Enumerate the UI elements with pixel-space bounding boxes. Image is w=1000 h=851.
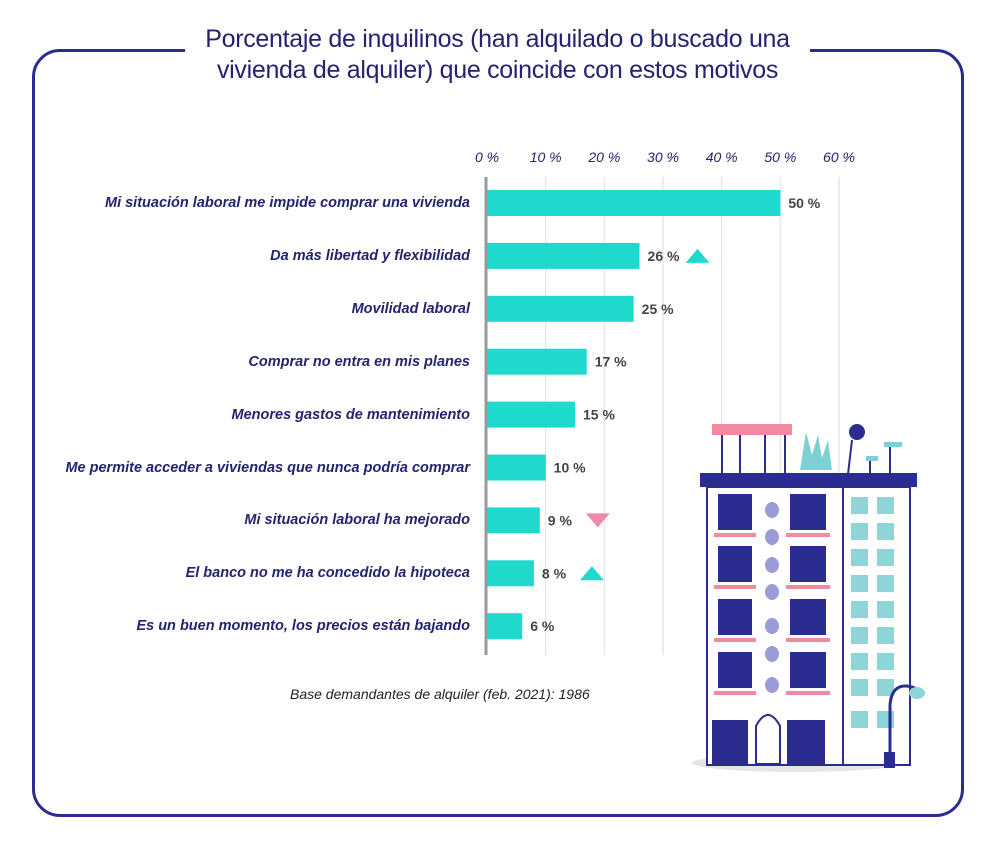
bar	[487, 507, 540, 534]
x-tick-label: 50 %	[764, 149, 796, 165]
value-label: 25 %	[642, 301, 674, 317]
category-label: Da más libertad y flexibilidad	[270, 247, 470, 264]
bar	[487, 190, 781, 216]
category-label: Me permite acceder a viviendas que nunca…	[65, 459, 470, 476]
category-label: El banco no me ha concedido la hipoteca	[185, 565, 470, 582]
value-label: 10 %	[554, 460, 586, 476]
category-label: Comprar no entra en mis planes	[248, 353, 470, 370]
trend-up-icon	[685, 248, 710, 263]
x-axis-ticks: 0 % 10 % 20 % 30 % 40 % 50 % 60 %	[475, 149, 855, 165]
category-label: Es un buen momento, los precios están ba…	[136, 618, 470, 635]
x-tick-label: 10 %	[530, 149, 562, 165]
building-illustration	[692, 424, 925, 772]
x-tick-label: 0 %	[475, 149, 499, 165]
category-label: Movilidad laboral	[351, 300, 470, 317]
category-label: Menores gastos de mantenimiento	[231, 406, 471, 423]
chart-title: Porcentaje de inquilinos (han alquilado …	[185, 24, 810, 86]
chart-title-line-2: vivienda de alquiler) que coincide con e…	[216, 56, 779, 84]
trend-markers	[579, 248, 710, 581]
chart-title-line-1: Porcentaje de inquilinos (han alquilado …	[205, 25, 790, 53]
value-label: 6 %	[530, 618, 555, 634]
bar	[487, 401, 575, 428]
value-label: 17 %	[595, 354, 627, 370]
x-tick-label: 30 %	[647, 149, 679, 165]
bar	[487, 560, 534, 587]
value-label: 26 %	[648, 248, 680, 264]
x-tick-label: 20 %	[587, 149, 620, 165]
trend-down-icon	[585, 513, 610, 528]
trend-up-icon	[579, 566, 604, 581]
bar	[487, 295, 634, 322]
bar	[487, 454, 546, 481]
bar	[487, 242, 640, 269]
x-tick-label: 60 %	[823, 149, 855, 165]
category-label: Mi situación laboral me impide comprar u…	[104, 195, 470, 211]
base-note: Base demandantes de alquiler (feb. 2021)…	[290, 686, 590, 702]
title-block: Porcentaje de inquilinos (han alquilado …	[185, 18, 810, 88]
value-label: 50 %	[788, 195, 820, 211]
value-label: 15 %	[583, 407, 615, 423]
value-label: 9 %	[548, 512, 573, 528]
value-labels: 50 % 26 % 25 % 17 % 15 % 10 % 9 % 8 % 6 %	[530, 195, 821, 634]
category-label: Mi situación laboral ha mejorado	[244, 512, 470, 529]
bar	[487, 613, 523, 640]
value-label: 8 %	[542, 565, 567, 581]
bars	[487, 190, 781, 640]
bar	[487, 348, 587, 375]
x-tick-label: 40 %	[706, 149, 738, 165]
